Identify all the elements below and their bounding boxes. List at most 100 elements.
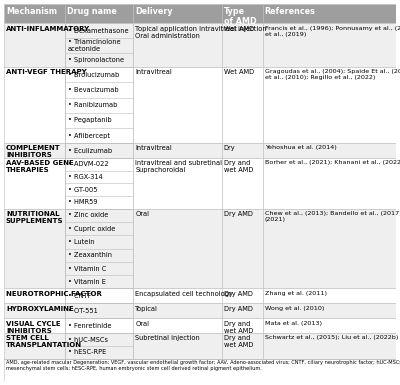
- Bar: [65, 4, 133, 23]
- Bar: [222, 143, 263, 158]
- Text: Yehoshua et al. (2014): Yehoshua et al. (2014): [265, 146, 336, 151]
- Text: • Vitamin C: • Vitamin C: [68, 266, 106, 271]
- Text: • hESC-RPE: • hESC-RPE: [68, 349, 106, 355]
- Bar: [65, 333, 133, 358]
- Bar: [222, 333, 263, 358]
- Text: Mata et al. (2013): Mata et al. (2013): [265, 321, 322, 326]
- Text: • Eculizumab: • Eculizumab: [68, 147, 112, 154]
- Bar: [65, 288, 133, 303]
- Bar: [222, 67, 263, 143]
- Bar: [4, 358, 396, 381]
- Bar: [4, 143, 65, 158]
- Text: AAV-BASED GENE
THERAPIES: AAV-BASED GENE THERAPIES: [6, 160, 74, 173]
- Text: • Zeaxanthin: • Zeaxanthin: [68, 252, 112, 258]
- Bar: [133, 143, 222, 158]
- Text: COMPLEMENT
INHIBITORS: COMPLEMENT INHIBITORS: [6, 146, 61, 158]
- Text: Intravitreal: Intravitreal: [135, 69, 172, 75]
- Bar: [4, 303, 65, 318]
- Bar: [4, 288, 65, 303]
- Text: • Lutein: • Lutein: [68, 239, 94, 245]
- Bar: [133, 333, 222, 358]
- Text: Type
of AMD: Type of AMD: [224, 7, 256, 26]
- Bar: [263, 288, 396, 303]
- Text: NUTRITIONAL
SUPPLEMENTS: NUTRITIONAL SUPPLEMENTS: [6, 211, 64, 224]
- Bar: [133, 158, 222, 209]
- Text: Chew et al., (2013); Bandello et al., (2017); Jacob et al.,
(2021): Chew et al., (2013); Bandello et al., (2…: [265, 211, 400, 222]
- Bar: [222, 318, 263, 333]
- Text: ANTI-INFLAMMATORY: ANTI-INFLAMMATORY: [6, 26, 90, 32]
- Bar: [222, 158, 263, 209]
- Text: Gragoudas et al., (2004); Spaide Et al., (2006); Falk
et al., (2010); Regillo et: Gragoudas et al., (2004); Spaide Et al.,…: [265, 69, 400, 80]
- Bar: [65, 67, 133, 143]
- Text: Dry: Dry: [224, 146, 235, 151]
- Text: Mechanism: Mechanism: [6, 7, 57, 16]
- Bar: [65, 209, 133, 288]
- Text: • HMR59: • HMR59: [68, 199, 97, 205]
- Text: Intravitreal: Intravitreal: [135, 146, 172, 151]
- Bar: [222, 4, 263, 23]
- Bar: [263, 209, 396, 288]
- Bar: [65, 158, 133, 209]
- Bar: [133, 209, 222, 288]
- Text: • ADVM-022: • ADVM-022: [68, 161, 108, 167]
- Text: • Ranibizumab: • Ranibizumab: [68, 102, 117, 108]
- Text: Dry AMD: Dry AMD: [224, 211, 252, 217]
- Text: STEM CELL
TRANSPLANTATION: STEM CELL TRANSPLANTATION: [6, 335, 82, 348]
- Bar: [65, 318, 133, 333]
- Text: VISUAL CYCLE
INHIBITORS: VISUAL CYCLE INHIBITORS: [6, 321, 60, 333]
- Text: Wet AMD: Wet AMD: [224, 69, 254, 75]
- Text: • OT-551: • OT-551: [68, 308, 98, 314]
- Bar: [65, 303, 133, 318]
- Text: ANTI-VEGF THERAPY: ANTI-VEGF THERAPY: [6, 69, 86, 75]
- Text: Schwartz et al., (2015); Liu et al., (2022b): Schwartz et al., (2015); Liu et al., (20…: [265, 335, 398, 340]
- Bar: [4, 4, 65, 23]
- Bar: [4, 158, 65, 209]
- Text: • GT-005: • GT-005: [68, 187, 97, 193]
- Text: Dry AMD: Dry AMD: [224, 306, 252, 311]
- Text: • RGX-314: • RGX-314: [68, 174, 103, 180]
- Text: Wet AMD: Wet AMD: [224, 26, 254, 32]
- Text: Drug name: Drug name: [67, 7, 116, 16]
- Text: • Cupric oxide: • Cupric oxide: [68, 226, 115, 232]
- Text: AMD, age-related macular Degeneration; VEGF, vascular endothelial growth factor;: AMD, age-related macular Degeneration; V…: [6, 360, 400, 371]
- Bar: [263, 158, 396, 209]
- Bar: [263, 4, 396, 23]
- Text: Borher et al., (2021); Khanani et al., (2022): Borher et al., (2021); Khanani et al., (…: [265, 160, 400, 165]
- Text: • Triamcinolone
acetonide: • Triamcinolone acetonide: [68, 39, 120, 52]
- Bar: [65, 318, 133, 333]
- Bar: [133, 23, 222, 67]
- Bar: [263, 333, 396, 358]
- Bar: [222, 288, 263, 303]
- Text: Wong et al. (2010): Wong et al. (2010): [265, 306, 324, 311]
- Text: Delivery: Delivery: [135, 7, 173, 16]
- Bar: [4, 67, 65, 143]
- Bar: [263, 143, 396, 158]
- Bar: [65, 143, 133, 158]
- Text: HYDROXYLAMINE: HYDROXYLAMINE: [6, 306, 74, 311]
- Bar: [263, 303, 396, 318]
- Bar: [65, 158, 133, 209]
- Text: • Bevacizumab: • Bevacizumab: [68, 87, 118, 93]
- Text: Encapsulated cell technology: Encapsulated cell technology: [135, 291, 233, 297]
- Bar: [4, 318, 65, 333]
- Text: Dry and
wet AMD: Dry and wet AMD: [224, 335, 253, 348]
- Text: Dry AMD: Dry AMD: [224, 291, 252, 297]
- Text: • Brolucizumab: • Brolucizumab: [68, 72, 119, 78]
- Bar: [133, 303, 222, 318]
- Bar: [222, 23, 263, 67]
- Bar: [65, 303, 133, 318]
- Text: Dry and
wet AMD: Dry and wet AMD: [224, 321, 253, 333]
- Text: • Zinc oxide: • Zinc oxide: [68, 213, 108, 218]
- Bar: [263, 318, 396, 333]
- Bar: [222, 303, 263, 318]
- Bar: [65, 143, 133, 158]
- Text: Francis et al., (1996); Ponnusamy et al., (2019); Zhao
et al., (2019): Francis et al., (1996); Ponnusamy et al.…: [265, 26, 400, 37]
- Text: NEUROTROPHIC FACTOR: NEUROTROPHIC FACTOR: [6, 291, 102, 297]
- Text: • Fenretinide: • Fenretinide: [68, 323, 111, 329]
- Bar: [65, 23, 133, 67]
- Text: Oral: Oral: [135, 211, 149, 217]
- Text: • Dexamethasone: • Dexamethasone: [68, 28, 128, 34]
- Bar: [133, 288, 222, 303]
- Bar: [4, 333, 65, 358]
- Text: Zhang et al. (2011): Zhang et al. (2011): [265, 291, 327, 296]
